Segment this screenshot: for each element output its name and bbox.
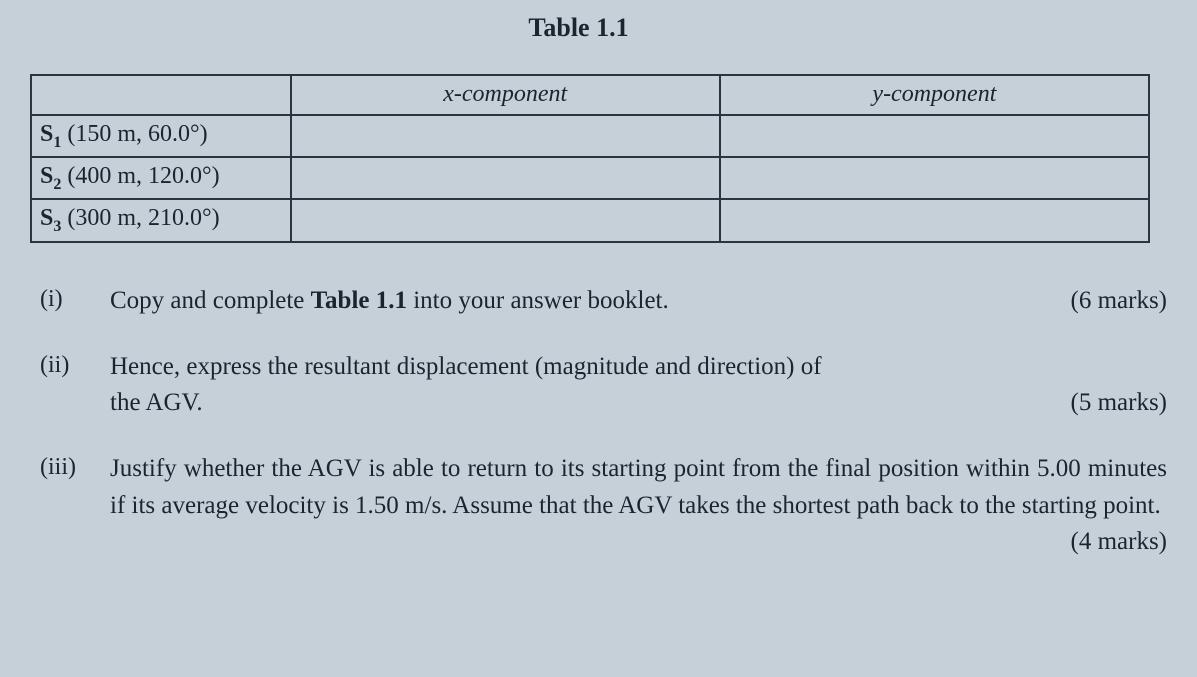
question-marks: (6 marks) bbox=[1071, 283, 1168, 319]
question-marks: (4 marks) bbox=[110, 524, 1167, 560]
cell-s3-x bbox=[291, 199, 720, 241]
cell-s1-y bbox=[720, 115, 1149, 157]
question-text-line1: Hence, express the resultant displacemen… bbox=[110, 349, 1167, 385]
question-i: (i) Copy and complete Table 1.1 into you… bbox=[40, 283, 1167, 319]
cell-s1-x bbox=[291, 115, 720, 157]
cell-s3-y bbox=[720, 199, 1149, 241]
question-body: Hence, express the resultant displacemen… bbox=[110, 349, 1167, 422]
header-empty bbox=[31, 75, 291, 115]
question-text-line2: the AGV. bbox=[110, 389, 203, 416]
row-label-s1: S1 (150 m, 60.0°) bbox=[31, 115, 291, 157]
question-iii: (iii) Justify whether the AGV is able to… bbox=[40, 451, 1167, 560]
table-row: S3 (300 m, 210.0°) bbox=[31, 199, 1149, 241]
question-body: Copy and complete Table 1.1 into your an… bbox=[110, 283, 1167, 319]
cell-s2-y bbox=[720, 157, 1149, 199]
header-x-component: x-component bbox=[291, 75, 720, 115]
row-label-s2: S2 (400 m, 120.0°) bbox=[31, 157, 291, 199]
table-title: Table 1.1 bbox=[0, 10, 1167, 46]
question-body: Justify whether the AGV is able to retur… bbox=[110, 451, 1167, 560]
cell-s2-x bbox=[291, 157, 720, 199]
header-y-component: y-component bbox=[720, 75, 1149, 115]
table-header-row: x-component y-component bbox=[31, 75, 1149, 115]
question-text: Copy and complete Table 1.1 into your an… bbox=[110, 287, 669, 314]
table-row: S2 (400 m, 120.0°) bbox=[31, 157, 1149, 199]
questions-list: (i) Copy and complete Table 1.1 into you… bbox=[30, 283, 1167, 561]
question-text: Justify whether the AGV is able to retur… bbox=[110, 455, 1167, 518]
data-table: x-component y-component S1 (150 m, 60.0°… bbox=[30, 74, 1150, 242]
table-row: S1 (150 m, 60.0°) bbox=[31, 115, 1149, 157]
question-label: (iii) bbox=[40, 451, 110, 485]
question-ii: (ii) Hence, express the resultant displa… bbox=[40, 349, 1167, 422]
question-label: (ii) bbox=[40, 349, 110, 383]
row-label-s3: S3 (300 m, 210.0°) bbox=[31, 199, 291, 241]
question-marks: (5 marks) bbox=[1071, 385, 1168, 421]
question-label: (i) bbox=[40, 283, 110, 317]
